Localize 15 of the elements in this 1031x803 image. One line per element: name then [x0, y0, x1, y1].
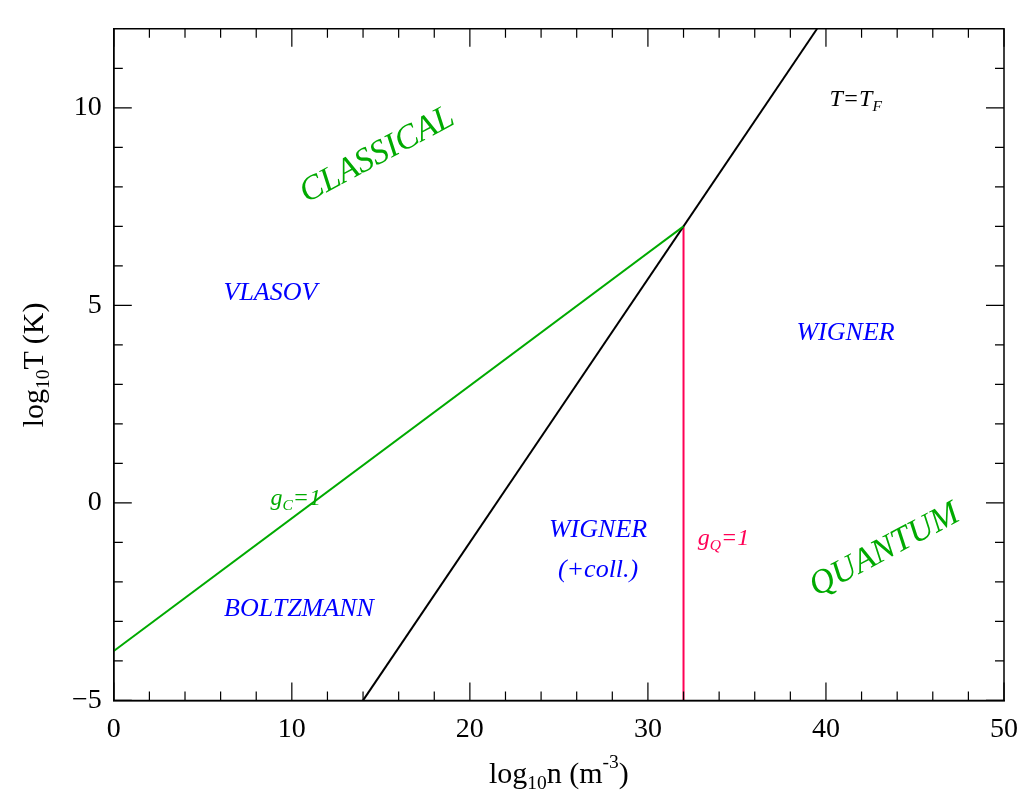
- annotation: VLASOV: [223, 277, 321, 307]
- annotation: WIGNER: [548, 514, 648, 544]
- x-tick-label: 20: [455, 711, 484, 743]
- y-axis-title: log10T (K): [15, 302, 54, 428]
- x-tick-label: 10: [277, 711, 306, 743]
- y-tick-label: 10: [73, 90, 102, 122]
- x-tick-label: 50: [990, 711, 1018, 743]
- annotation: WIGNER: [796, 316, 895, 346]
- x-tick-label: 40: [811, 711, 840, 743]
- x-tick-label: 30: [633, 711, 662, 743]
- annotation: BOLTZMANN: [224, 593, 376, 623]
- y-tick-label: 5: [87, 287, 102, 319]
- y-tick-label: −5: [71, 682, 102, 714]
- y-tick-label: 0: [87, 485, 102, 517]
- annotation: (+coll.): [557, 553, 639, 583]
